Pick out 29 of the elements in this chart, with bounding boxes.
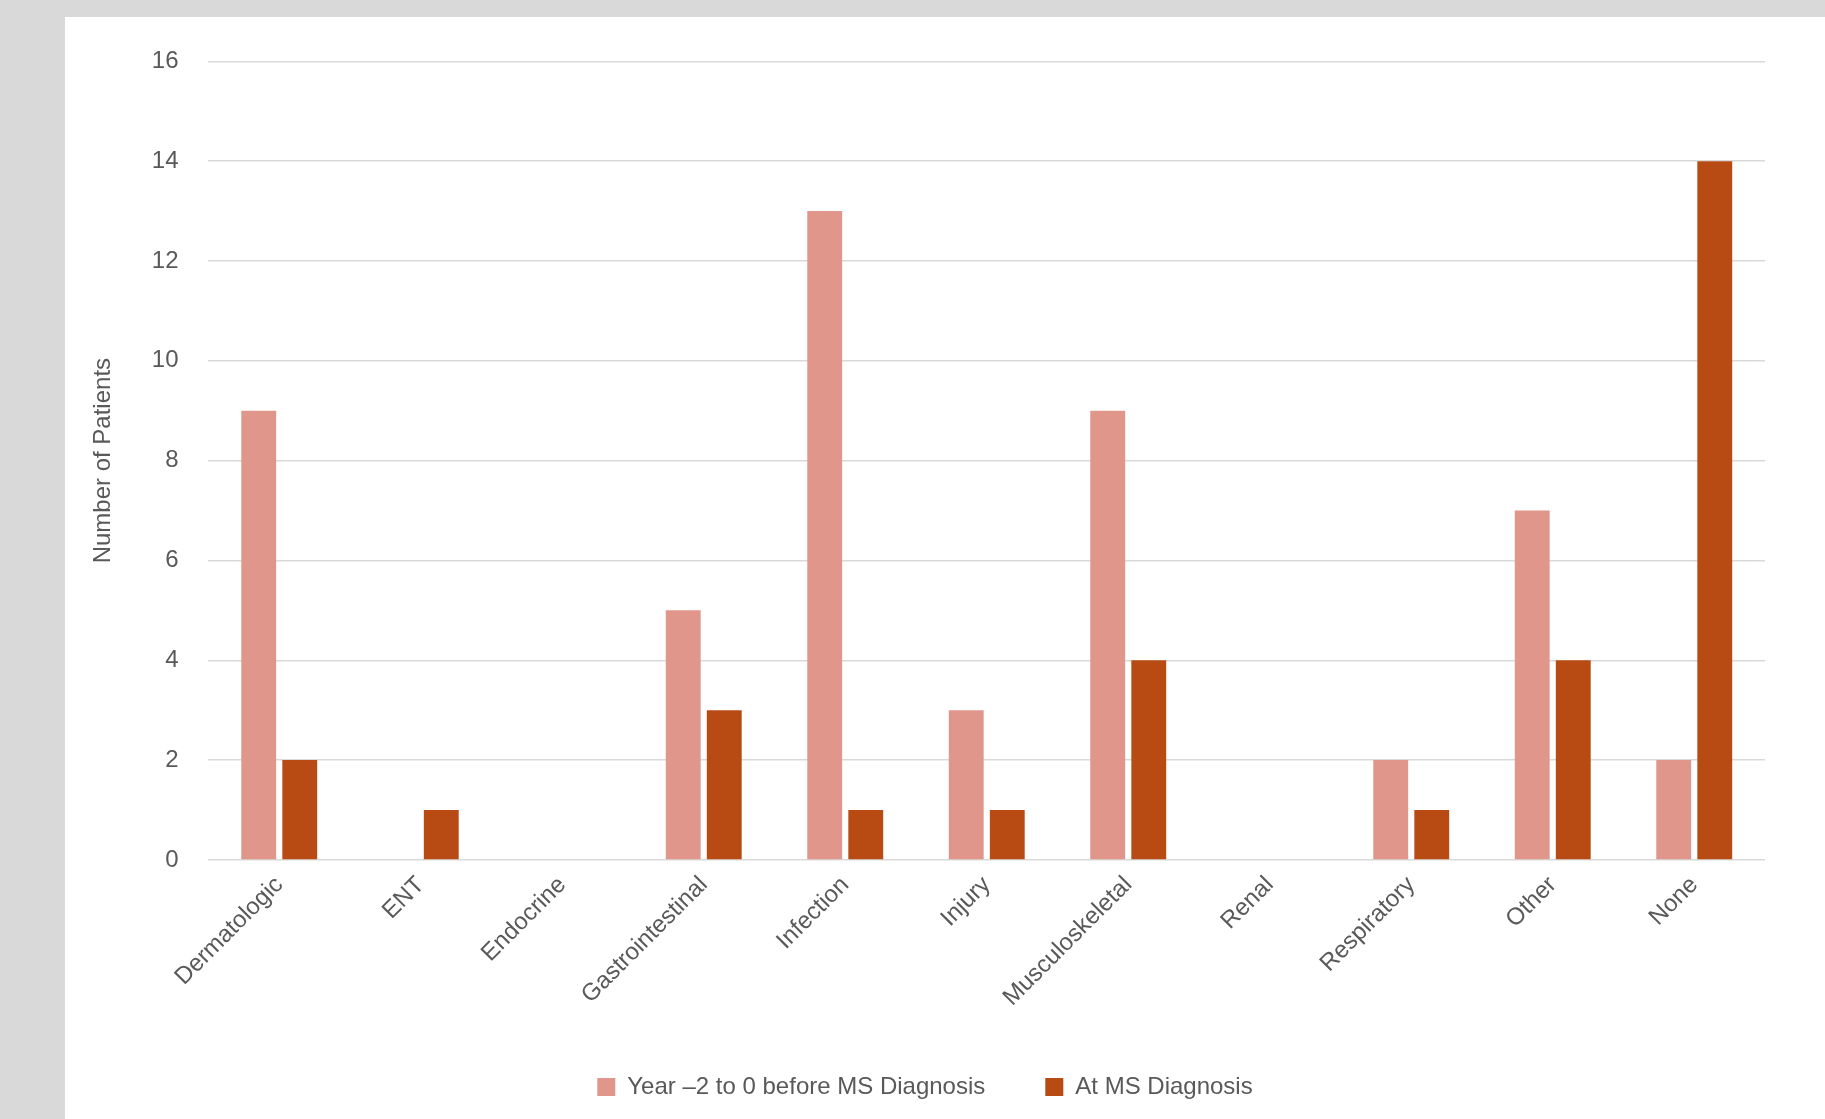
bar [1697,161,1733,860]
bar [1514,510,1550,860]
bar [848,810,884,860]
y-tick-label: 2 [165,744,179,772]
bar [241,410,277,860]
bar [706,710,742,860]
bar [282,760,318,860]
bar [665,610,701,860]
y-tick-label: 16 [151,46,179,74]
y-tick-label: 10 [151,345,179,373]
y-axis-title: Number of Patients [88,357,116,564]
y-tick-label: 8 [165,445,179,473]
bar [807,211,843,860]
legend-label: Year –2 to 0 before MS Diagnosis [627,1071,986,1099]
bar [1414,810,1450,860]
y-tick-label: 12 [151,245,179,273]
bar [1656,760,1692,860]
bar [1131,660,1167,860]
legend-label: At MS Diagnosis [1075,1071,1253,1099]
y-tick-label: 14 [151,145,179,173]
bar [989,810,1025,860]
bar [1090,410,1126,860]
bar [1555,660,1591,860]
y-tick-label: 4 [165,644,179,672]
bar [423,810,459,860]
bar [1373,760,1409,860]
bar [948,710,984,860]
y-tick-label: 0 [165,844,179,872]
y-tick-label: 6 [165,545,179,573]
